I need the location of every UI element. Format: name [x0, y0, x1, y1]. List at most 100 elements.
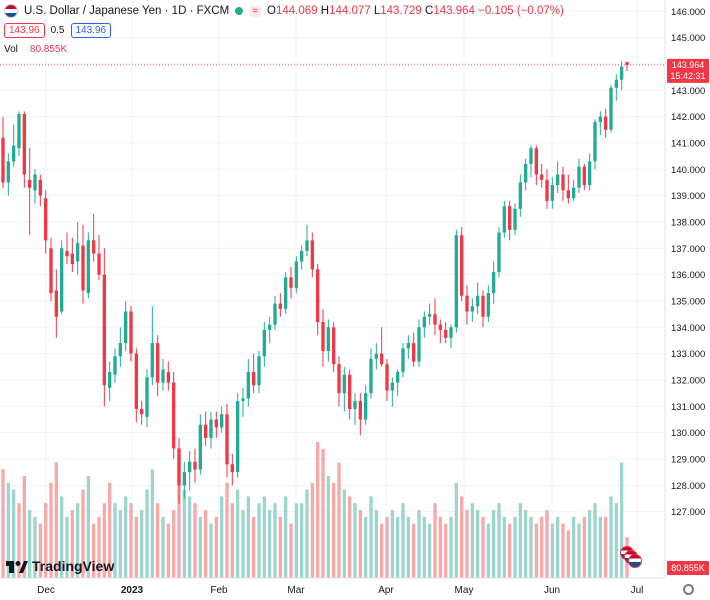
candle — [193, 448, 197, 483]
time-tick-label: Mar — [287, 585, 305, 596]
volume-bar — [380, 523, 384, 578]
buy-price-button[interactable]: 143.96 — [70, 23, 112, 38]
candle — [476, 282, 480, 315]
volume-bar — [444, 523, 448, 578]
volume-bar — [534, 523, 538, 578]
volume-bar — [204, 510, 208, 578]
volume-bar — [28, 510, 32, 578]
candle — [294, 256, 298, 294]
volume-bar — [230, 503, 234, 578]
candle — [428, 303, 432, 325]
candle — [380, 327, 384, 367]
price-tick-label: 143.000 — [671, 86, 705, 97]
candle — [38, 174, 42, 207]
time-tick-label: Jul — [631, 585, 644, 596]
volume-bar — [140, 510, 144, 578]
candle — [86, 232, 90, 299]
volume-bar — [497, 503, 501, 578]
volume-bar — [6, 482, 10, 578]
last-price-countdown: 15:42:31 — [670, 71, 705, 81]
volume-bar — [598, 516, 602, 578]
candle — [342, 366, 346, 412]
candle — [12, 124, 16, 167]
symbol-legend[interactable]: U.S. Dollar / Japanese Yen · 1D · FXCM =… — [4, 4, 564, 18]
settings-gear-icon[interactable] — [683, 584, 694, 595]
candle — [502, 200, 506, 238]
volume-bar — [609, 496, 613, 578]
candle — [172, 372, 176, 459]
last-price-value: 143.964 — [672, 60, 705, 70]
volume-bar — [321, 448, 325, 578]
candle — [588, 153, 592, 191]
candle — [49, 237, 53, 301]
candle — [60, 240, 64, 315]
volume-bar — [150, 469, 154, 578]
candle — [145, 369, 149, 428]
volume-bar — [252, 516, 256, 578]
volume-bar — [390, 510, 394, 578]
volume-bar — [428, 523, 432, 578]
volume-bar — [118, 510, 122, 578]
volume-bar — [268, 510, 272, 578]
volume-bar — [454, 482, 458, 578]
candle — [300, 245, 304, 270]
volume-bar — [289, 523, 293, 578]
candle — [614, 74, 618, 101]
sell-price-button[interactable]: 143.96 — [4, 23, 45, 38]
volume-bar — [614, 503, 618, 578]
candle — [129, 306, 133, 362]
candle — [321, 308, 325, 367]
candle — [166, 361, 170, 391]
volume-bar — [81, 489, 85, 578]
volume-bar — [246, 496, 250, 578]
volume-bar — [433, 503, 437, 578]
price-tick-label: 133.000 — [671, 349, 705, 360]
volume-bar — [460, 496, 464, 578]
volume-bar — [588, 510, 592, 578]
volume-tag-value: 80.855K — [671, 563, 705, 573]
candle — [422, 311, 426, 338]
candle — [518, 174, 522, 217]
time-tick-label: May — [455, 585, 474, 596]
volume-bar — [214, 516, 218, 578]
candle — [513, 203, 517, 236]
time-axis[interactable]: Dec 2023 Feb Mar Apr May Jun Jul — [37, 585, 643, 596]
candle — [17, 111, 21, 157]
volume-bar — [113, 503, 117, 578]
candle — [364, 385, 368, 425]
equal-badge[interactable]: = — [249, 5, 262, 17]
volume-bar — [353, 503, 357, 578]
volume-bar — [44, 503, 48, 578]
tradingview-logo[interactable]: TradingView — [6, 558, 114, 574]
candle — [118, 327, 122, 367]
volume-bar — [540, 516, 544, 578]
volume-bar — [524, 510, 528, 578]
volume-bar — [593, 503, 597, 578]
price-axis[interactable]: 127.000 128.000 129.000 130.000 131.000 132.0… — [671, 7, 705, 518]
volume-bar — [566, 530, 570, 578]
volume-bars — [1, 442, 629, 578]
volume-legend[interactable]: Vol 80.855K — [4, 44, 67, 55]
candle — [316, 264, 320, 336]
volume-bar — [364, 516, 368, 578]
volume-bar — [225, 482, 229, 578]
candle — [225, 403, 229, 478]
volume-bar — [124, 496, 128, 578]
candle — [97, 235, 101, 280]
candle — [369, 348, 373, 399]
candle — [230, 453, 234, 486]
candle — [44, 190, 48, 254]
candle — [524, 158, 528, 191]
volume-bar — [316, 442, 320, 578]
volume-bar — [326, 476, 330, 578]
volume-bar — [22, 476, 26, 578]
volume-bar — [300, 503, 304, 578]
candle — [604, 108, 608, 138]
candle — [22, 111, 26, 188]
candle — [150, 306, 154, 386]
candle — [582, 164, 586, 191]
candle — [177, 437, 181, 504]
candle — [550, 177, 554, 209]
symbol-title[interactable]: U.S. Dollar / Japanese Yen · 1D · FXCM — [24, 5, 230, 17]
